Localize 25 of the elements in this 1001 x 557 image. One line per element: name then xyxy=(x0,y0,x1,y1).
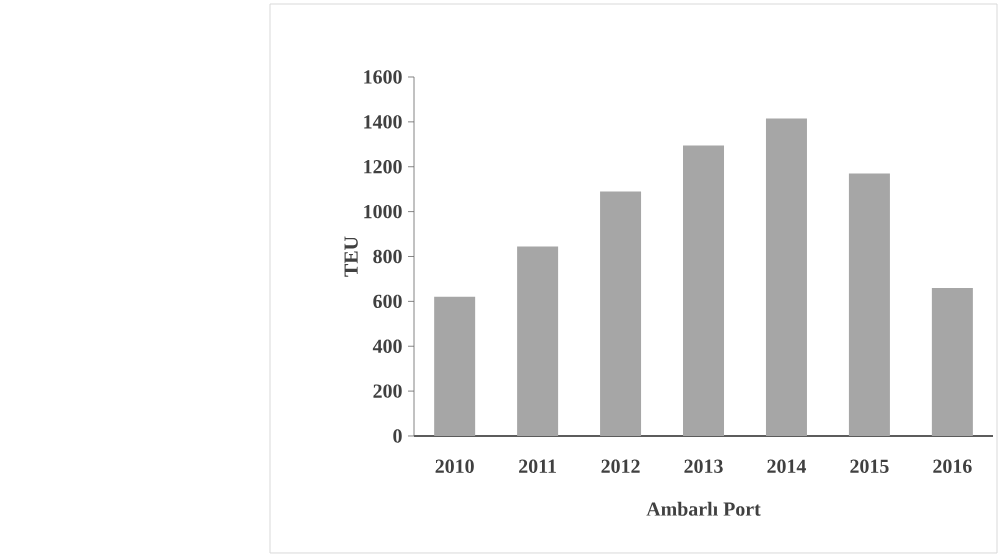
y-tick-label: 1600 xyxy=(364,70,402,84)
x-tick-label: 2015 xyxy=(850,459,889,473)
y-tick-label: 200 xyxy=(373,384,402,398)
y-tick-label: 400 xyxy=(372,339,402,353)
x-tick-label: 2014 xyxy=(767,459,807,473)
bar xyxy=(434,296,476,436)
bar xyxy=(765,118,807,436)
x-tick-label: 2016 xyxy=(933,459,972,473)
y-axis-title: TEU xyxy=(344,236,358,277)
y-tick-label: 600 xyxy=(373,294,402,309)
y-tick-label: 1000 xyxy=(364,204,402,219)
x-tick-label: 2013 xyxy=(684,459,723,473)
bar xyxy=(683,145,725,436)
x-axis-title: Ambarlı Port xyxy=(646,501,761,516)
x-tick-label: 2010 xyxy=(435,459,474,473)
x-tick-label: 2012 xyxy=(601,459,640,473)
y-tick-label: 1400 xyxy=(364,115,402,129)
bar xyxy=(600,191,642,436)
bar xyxy=(931,287,973,436)
bar xyxy=(517,246,559,436)
y-tick-label: 1200 xyxy=(364,160,402,174)
y-tick-label: 800 xyxy=(373,249,402,264)
bar xyxy=(848,173,890,436)
y-tick-label: 0 xyxy=(393,429,402,443)
x-tick-label: 2011 xyxy=(519,459,556,473)
